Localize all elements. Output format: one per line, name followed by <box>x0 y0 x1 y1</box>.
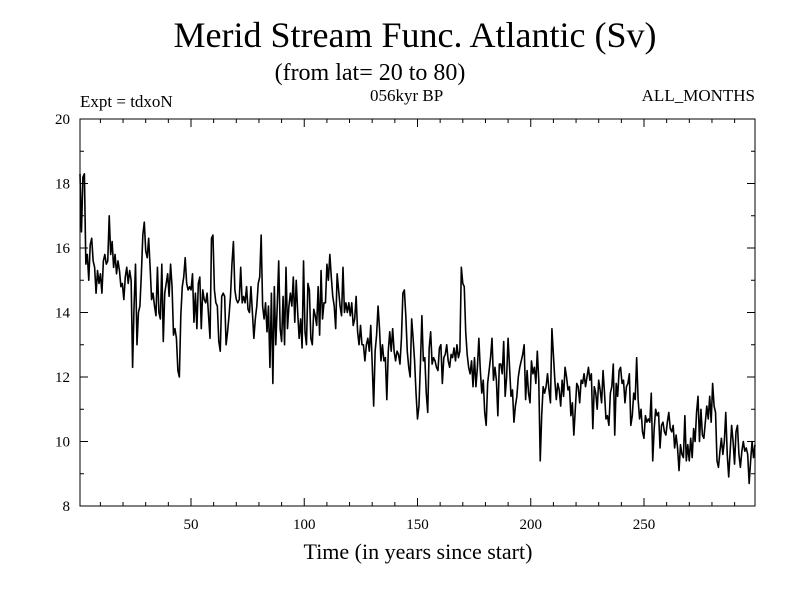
axis-ticks: 8 10 12 14 16 18 20 50 100 150 200 250 <box>55 112 755 533</box>
x-tick-label: 100 <box>293 517 316 533</box>
x-tick-label: 150 <box>406 517 429 533</box>
series-group <box>79 173 756 485</box>
y-tick-label: 20 <box>55 112 70 128</box>
series-line <box>79 173 756 485</box>
y-tick-label: 14 <box>55 306 71 322</box>
y-tick-label: 8 <box>63 499 71 515</box>
experiment-label: Expt = tdxoN <box>80 92 173 111</box>
chart-subtitle: (from lat= 20 to 80) <box>274 60 466 86</box>
x-axis-title: Time (in years since start) <box>304 539 533 564</box>
chart-title: Merid Stream Func. Atlantic (Sv) <box>173 15 657 55</box>
x-tick-label: 250 <box>633 517 656 533</box>
y-tick-label: 10 <box>55 435 70 451</box>
y-tick-label: 18 <box>55 177 70 193</box>
x-tick-label: 200 <box>520 517 543 533</box>
months-label: ALL_MONTHS <box>641 86 755 105</box>
y-tick-label: 16 <box>55 241 71 257</box>
y-tick-label: 12 <box>55 370 70 386</box>
period-label: 056kyr BP <box>370 86 444 105</box>
x-tick-label: 50 <box>183 517 198 533</box>
